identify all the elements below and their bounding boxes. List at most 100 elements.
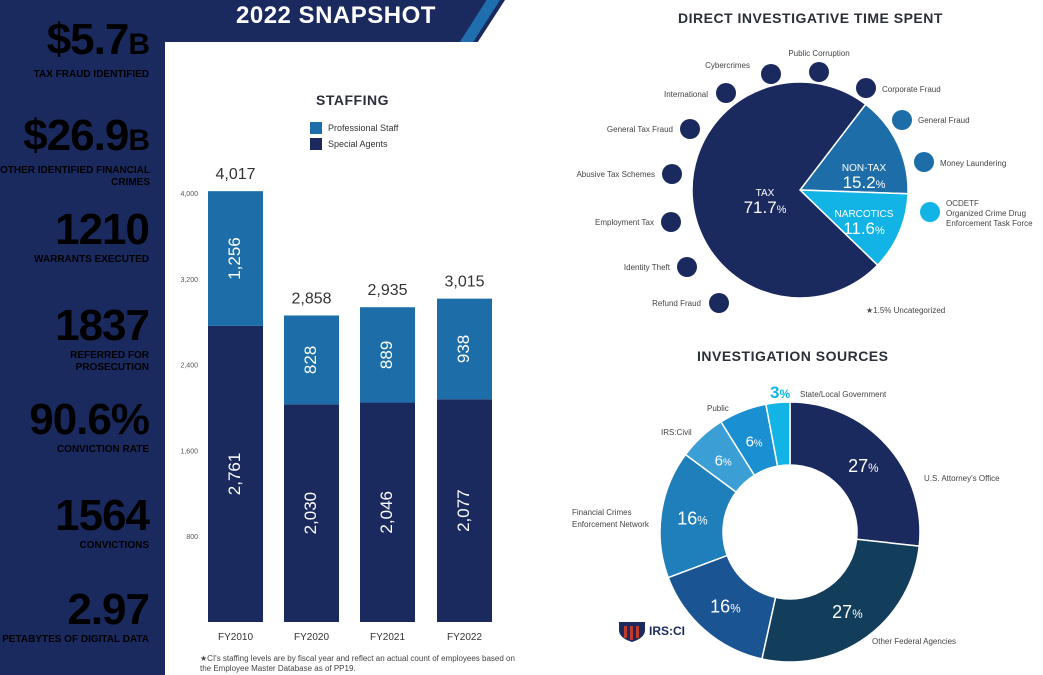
- x-tick-label: FY2022: [447, 632, 482, 643]
- bar-label-professional-staff: 938: [454, 335, 473, 363]
- source-label-fincen-2: Enforcement Network: [572, 520, 650, 529]
- non-tax-label-name: NON-TAX: [842, 163, 887, 174]
- stat-3: 1837 REFERRED FOR PROSECUTION: [0, 304, 165, 374]
- donut-percent-sign: %: [779, 387, 790, 401]
- stat-value: 1564: [55, 491, 150, 540]
- stat-6: 2.97 PETABYTES OF DIGITAL DATA: [0, 588, 165, 646]
- category-label-ocdetf-2: Organized Crime Drug: [946, 209, 1026, 218]
- bar-total-label: 2,858: [291, 290, 331, 307]
- source-label-state-local: State/Local Government: [800, 390, 887, 399]
- source-label-fincen-1: Financial Crimes: [572, 508, 632, 517]
- staffing-title: STAFFING: [316, 92, 389, 108]
- category-label-2: International: [664, 90, 708, 99]
- narcotics-label-name: NARCOTICS: [835, 209, 894, 220]
- narcotics-label-value: 11.6%: [843, 219, 885, 238]
- shield-icon: [619, 622, 645, 642]
- stat-suffix: B: [128, 124, 150, 157]
- category-label-9: Employment Tax: [595, 218, 654, 227]
- tax-label-percent-sign: %: [777, 204, 787, 216]
- category-label-4: General Fraud: [918, 116, 970, 125]
- bar-special-agents: [360, 402, 415, 622]
- category-label-11: Refund Fraud: [652, 299, 701, 308]
- stat-value: $5.7B: [46, 15, 150, 64]
- source-label-other-federal: Other Federal Agencies: [872, 637, 956, 646]
- stat-value: 2.97: [67, 585, 150, 634]
- bar-professional-staff: [284, 315, 339, 405]
- stat-label: OTHER IDENTIFIED FINANCIAL CRIMES: [0, 165, 150, 188]
- irs-ci-logo: IRS:CI: [617, 620, 685, 642]
- uncategorized-note: ★1.5% Uncategorized: [866, 306, 946, 315]
- stat-label: PETABYTES OF DIGITAL DATA: [2, 634, 149, 645]
- category-dot-2: [716, 83, 736, 103]
- bar-professional-staff: [437, 298, 492, 400]
- y-tick-label: 800: [186, 534, 198, 541]
- pie-slice-tax: [691, 81, 879, 299]
- stat-suffix: B: [128, 28, 150, 61]
- category-dot-1: [809, 62, 829, 82]
- bar-special-agents: [284, 404, 339, 622]
- donut-percent-sign: %: [697, 514, 707, 527]
- category-label-7: Abusive Tax Schemes: [576, 170, 655, 179]
- stat-2: 1210 WARRANTS EXECUTED: [0, 208, 165, 266]
- logo-text: IRS:CI: [649, 624, 685, 638]
- legend-swatch-professional: [310, 122, 322, 134]
- stat-label: TAX FRAUD IDENTIFIED: [33, 69, 149, 80]
- y-tick-label: 3,200: [180, 277, 198, 284]
- category-label-6: Money Laundering: [940, 159, 1006, 168]
- non-tax-label-value: 15.2%: [843, 173, 886, 192]
- bar-professional-staff: [208, 191, 263, 326]
- bar-label-special-agents: 2,077: [454, 489, 473, 532]
- tax-label-value: 71.7%: [744, 198, 787, 217]
- bar-label-special-agents: 2,046: [377, 491, 396, 534]
- donut-slice-1: [761, 538, 921, 663]
- category-label-1: Public Corruption: [788, 49, 849, 58]
- category-label-5: General Tax Fraud: [607, 125, 673, 134]
- source-label-public: Public: [707, 404, 729, 413]
- category-dot-0: [761, 64, 781, 84]
- time-spent-title: DIRECT INVESTIGATIVE TIME SPENT: [678, 10, 943, 26]
- bar-total-label: 4,017: [215, 166, 255, 183]
- donut-percent-sign: %: [852, 608, 862, 621]
- category-dot-8: [920, 202, 940, 222]
- stat-label: CONVICTION RATE: [56, 444, 149, 455]
- bar-label-professional-staff: 1,256: [225, 237, 244, 280]
- donut-percent-sign: %: [723, 458, 732, 469]
- category-dot-5: [680, 119, 700, 139]
- bar-label-professional-staff: 889: [377, 341, 396, 369]
- category-dot-4: [892, 110, 912, 130]
- bar-label-professional-staff: 828: [301, 346, 320, 374]
- stat-value: $26.9B: [23, 111, 150, 160]
- y-tick-label: 2,400: [180, 363, 198, 370]
- narcotics-label-percent-sign: %: [875, 225, 885, 237]
- stat-label: CONVICTIONS: [79, 540, 149, 551]
- x-tick-label: FY2020: [294, 632, 329, 643]
- donut-value-6: 3%: [770, 383, 790, 402]
- donut-percent-sign: %: [754, 438, 763, 449]
- bar-professional-staff: [360, 307, 415, 403]
- category-dot-6: [914, 152, 934, 172]
- legend-professional: Professional Staff: [328, 123, 399, 133]
- stat-value: 1210: [55, 205, 150, 254]
- legend-agents: Special Agents: [328, 139, 388, 149]
- bar-special-agents: [437, 399, 492, 622]
- sources-title: INVESTIGATION SOURCES: [697, 348, 889, 364]
- category-dot-11: [709, 293, 729, 313]
- stat-value: 90.6%: [29, 395, 150, 444]
- bar-special-agents: [208, 325, 263, 622]
- donut-value-4: 6%: [715, 453, 732, 470]
- category-dot-3: [856, 78, 876, 98]
- stat-1: $26.9B OTHER IDENTIFIED FINANCIAL CRIMES: [0, 114, 165, 189]
- stat-5: 1564 CONVICTIONS: [0, 494, 165, 552]
- bar-label-special-agents: 2,761: [225, 453, 244, 496]
- category-dot-9: [661, 212, 681, 232]
- stat-label: REFERRED FOR PROSECUTION: [70, 350, 149, 373]
- staffing-legend: Professional Staff Special Agents: [310, 122, 398, 154]
- category-dot-7: [662, 164, 682, 184]
- category-label-0: Cybercrimes: [705, 61, 750, 70]
- source-label-us-attorney: U.S. Attorney's Office: [924, 474, 1000, 483]
- pie-slice-non-tax: [798, 103, 909, 195]
- stat-0: $5.7B TAX FRAUD IDENTIFIED: [0, 18, 165, 81]
- tax-label-name: TAX: [756, 188, 775, 199]
- bar-total-label: 2,935: [367, 282, 407, 299]
